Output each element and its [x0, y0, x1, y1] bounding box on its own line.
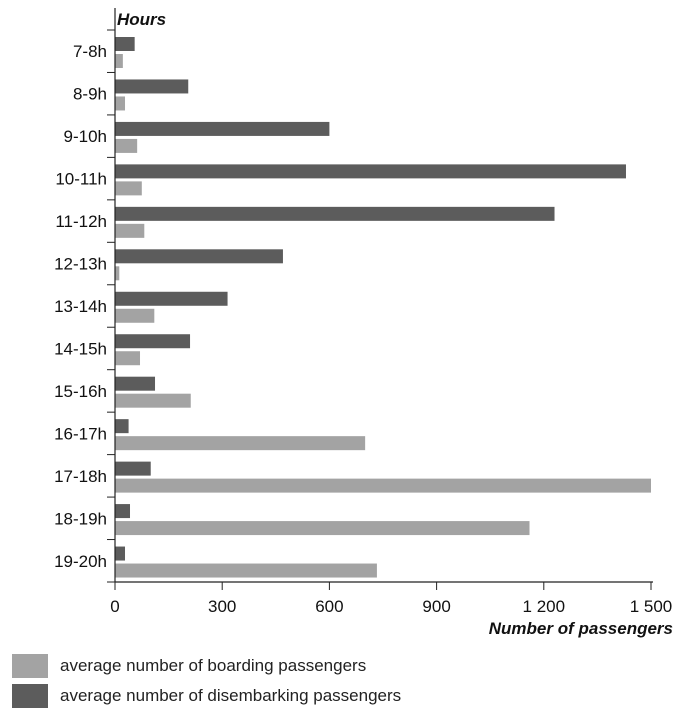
- bar-boarding-19-20h: [115, 563, 377, 578]
- x-tick-label: 1 200: [523, 597, 566, 616]
- bar-disembarking-10-11h: [115, 164, 626, 179]
- x-tick-label: 300: [208, 597, 236, 616]
- bar-disembarking-19-20h: [115, 546, 126, 561]
- x-tick-label: 600: [315, 597, 343, 616]
- x-axis-title: Number of passengers: [489, 619, 673, 638]
- bar-disembarking-9-10h: [115, 121, 330, 136]
- bar-disembarking-17-18h: [115, 461, 151, 476]
- bar-boarding-11-12h: [115, 223, 145, 238]
- bar-disembarking-8-9h: [115, 79, 189, 94]
- bar-disembarking-13-14h: [115, 291, 228, 306]
- bar-boarding-10-11h: [115, 181, 142, 196]
- bar-boarding-17-18h: [115, 478, 651, 493]
- y-tick-label: 19-20h: [54, 552, 107, 571]
- legend-label-boarding: average number of boarding passengers: [60, 656, 367, 675]
- y-tick-label: 18-19h: [54, 509, 107, 528]
- legend-item-boarding: average number of boarding passengers: [12, 652, 401, 680]
- legend-item-disembarking: average number of disembarking passenger…: [12, 682, 401, 710]
- bar-disembarking-18-19h: [115, 504, 131, 519]
- bar-boarding-13-14h: [115, 308, 155, 323]
- y-tick-label: 16-17h: [54, 424, 107, 443]
- bar-boarding-12-13h: [115, 266, 120, 281]
- bar-chart: Hours Number of passengers 7-8h 8-9h 9-10h…: [54, 8, 673, 638]
- bar-disembarking-7-8h: [115, 37, 135, 51]
- x-tick-label: 1 500: [630, 597, 673, 616]
- y-tick-label: 11-12h: [55, 212, 107, 231]
- legend-swatch-boarding: [12, 654, 48, 678]
- y-tick-label: 13-14h: [54, 297, 107, 316]
- x-tick-label: 900: [422, 597, 450, 616]
- bar-disembarking-16-17h: [115, 419, 129, 434]
- bar-disembarking-11-12h: [115, 206, 555, 221]
- bar-disembarking-15-16h: [115, 376, 156, 391]
- legend: average number of boarding passengers av…: [12, 652, 401, 712]
- y-tick-label: 8-9h: [73, 85, 107, 104]
- bar-boarding-15-16h: [115, 393, 191, 408]
- y-tick-label: 14-15h: [54, 339, 107, 358]
- y-tick-label: 15-16h: [54, 382, 107, 401]
- bar-disembarking-12-13h: [115, 249, 283, 264]
- bar-boarding-16-17h: [115, 436, 366, 451]
- bar-boarding-18-19h: [115, 521, 530, 536]
- y-tick-label: 7-8h: [73, 42, 107, 61]
- y-tick-label: 10-11h: [55, 170, 107, 189]
- y-tick-label: 12-13h: [54, 255, 107, 274]
- bar-boarding-7-8h: [115, 54, 123, 68]
- y-axis-title: Hours: [117, 10, 166, 29]
- bar-boarding-14-15h: [115, 351, 141, 366]
- legend-swatch-disembarking: [12, 684, 48, 708]
- y-tick-label: 9-10h: [64, 127, 107, 146]
- bar-disembarking-14-15h: [115, 334, 191, 349]
- x-tick-label: 0: [110, 597, 119, 616]
- plot-area: 7-8h 8-9h 9-10h 10-11h 11-12h 12-13h 13-14h 14-…: [54, 8, 672, 616]
- bar-boarding-9-10h: [115, 138, 138, 153]
- bar-boarding-8-9h: [115, 96, 126, 111]
- y-tick-label: 17-18h: [54, 467, 107, 486]
- legend-label-disembarking: average number of disembarking passenger…: [60, 686, 402, 705]
